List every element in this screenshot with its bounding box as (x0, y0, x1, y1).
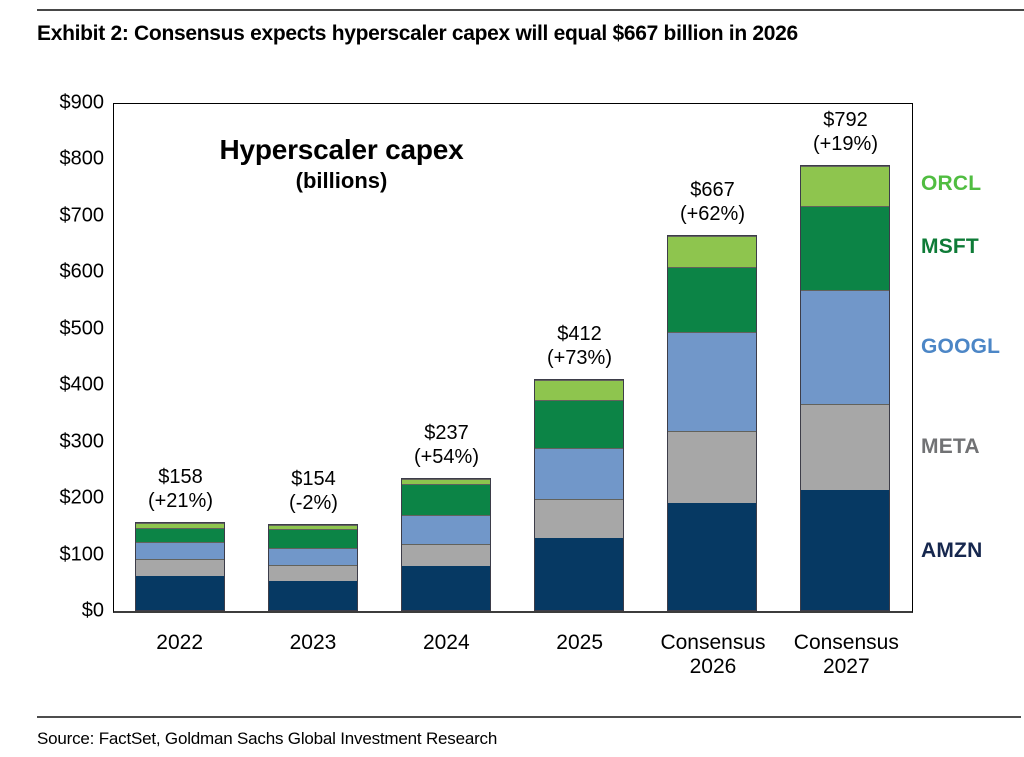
y-tick-label: $0 (81, 599, 104, 622)
bar-segment-orcl (535, 379, 624, 400)
chart-plot-area: Hyperscaler capex (billions) $158 (+21%)… (113, 103, 913, 613)
bar-segment-meta (668, 431, 757, 503)
legend-item-msft: MSFT (921, 234, 979, 258)
bar-segment-googl (402, 514, 491, 544)
source-text: Source: FactSet, Goldman Sachs Global In… (37, 729, 498, 748)
legend-item-orcl: ORCL (921, 172, 982, 196)
bar-segment-meta (801, 404, 890, 490)
bar-value-label: $237 (+54%) (413, 421, 479, 468)
bar-segment-googl (668, 332, 757, 432)
bar-segment-orcl (402, 478, 491, 485)
bar-segment-amzn (801, 490, 890, 610)
bar-segment-googl (269, 547, 358, 565)
bar-segment-meta (402, 544, 491, 566)
y-tick-label: $100 (59, 543, 105, 566)
x-tick-label: Consensus 2027 (793, 631, 899, 678)
chart-title: Hyperscaler capex (219, 134, 464, 165)
bar-segment-meta (535, 498, 624, 538)
y-tick-label: $500 (59, 317, 105, 340)
bar-segment-amzn (668, 502, 757, 610)
top-divider (37, 9, 1024, 11)
bar-segment-msft (668, 266, 757, 333)
bar-segment-amzn (269, 581, 358, 610)
bar-segment-amzn (136, 576, 225, 610)
bar-value-label: $792 (+19%) (812, 108, 878, 155)
bar-segment-orcl (136, 523, 225, 528)
bar-segment-googl (136, 541, 225, 559)
stacked-bar (800, 164, 891, 611)
y-tick-label: $900 (59, 91, 105, 114)
bar-value-label: $158 (+21%) (147, 466, 213, 512)
x-axis-labels: 2022 2023 2024 2025 Consensus 2026 Consensus … (113, 631, 913, 681)
stacked-bar (135, 522, 226, 611)
x-tick-label: 2025 (556, 631, 604, 654)
bar-segment-amzn (535, 537, 624, 610)
bar-segment-orcl (668, 236, 757, 267)
bar-value-label: $154 (-2%) (289, 468, 338, 515)
bar-segment-meta (136, 558, 225, 577)
legend-item-meta: META (921, 435, 980, 459)
bar-segment-meta (269, 564, 358, 582)
bar-value-label: $412 (+73%) (546, 322, 612, 369)
exhibit-title: Exhibit 2: Consensus expects hyperscaler… (37, 22, 798, 45)
bar-segment-msft (402, 484, 491, 515)
stacked-bar (534, 378, 625, 611)
stacked-bar (401, 477, 492, 611)
x-tick-label: Consensus 2026 (660, 631, 766, 678)
bar-segment-orcl (801, 165, 890, 207)
bar-segment-googl (801, 290, 890, 405)
y-tick-label: $800 (59, 147, 105, 170)
x-tick-label: 2022 (156, 631, 204, 654)
bar-segment-amzn (402, 565, 491, 610)
stacked-bar (667, 235, 758, 611)
bar-segment-googl (535, 448, 624, 499)
bar-segment-msft (801, 206, 890, 291)
legend-item-googl: GOOGL (921, 334, 1001, 358)
legend-item-amzn: AMZN (921, 538, 983, 562)
y-tick-label: $600 (59, 260, 105, 283)
chart-legend: AMZN META GOOGL MSFT ORCL (921, 103, 1021, 611)
bar-segment-msft (136, 527, 225, 542)
bar-segment-msft (535, 399, 624, 449)
bar-segment-orcl (269, 525, 358, 530)
x-tick-label: 2023 (289, 631, 337, 654)
y-tick-label: $700 (59, 204, 105, 227)
bar-segment-msft (269, 529, 358, 548)
bar-value-label: $667 (+62%) (679, 179, 745, 226)
y-axis: $0 $100 $200 $300 $400 $500 $600 $700 $800 $900 (0, 92, 105, 622)
stacked-bar (268, 524, 359, 611)
bottom-divider (37, 716, 1021, 718)
x-tick-label: 2024 (422, 631, 470, 654)
y-tick-label: $200 (59, 486, 105, 509)
chart-title-block: Hyperscaler capex (billions) (139, 134, 544, 194)
y-tick-label: $300 (59, 430, 105, 453)
chart-subtitle: (billions) (295, 168, 388, 193)
y-tick-label: $400 (59, 373, 105, 396)
